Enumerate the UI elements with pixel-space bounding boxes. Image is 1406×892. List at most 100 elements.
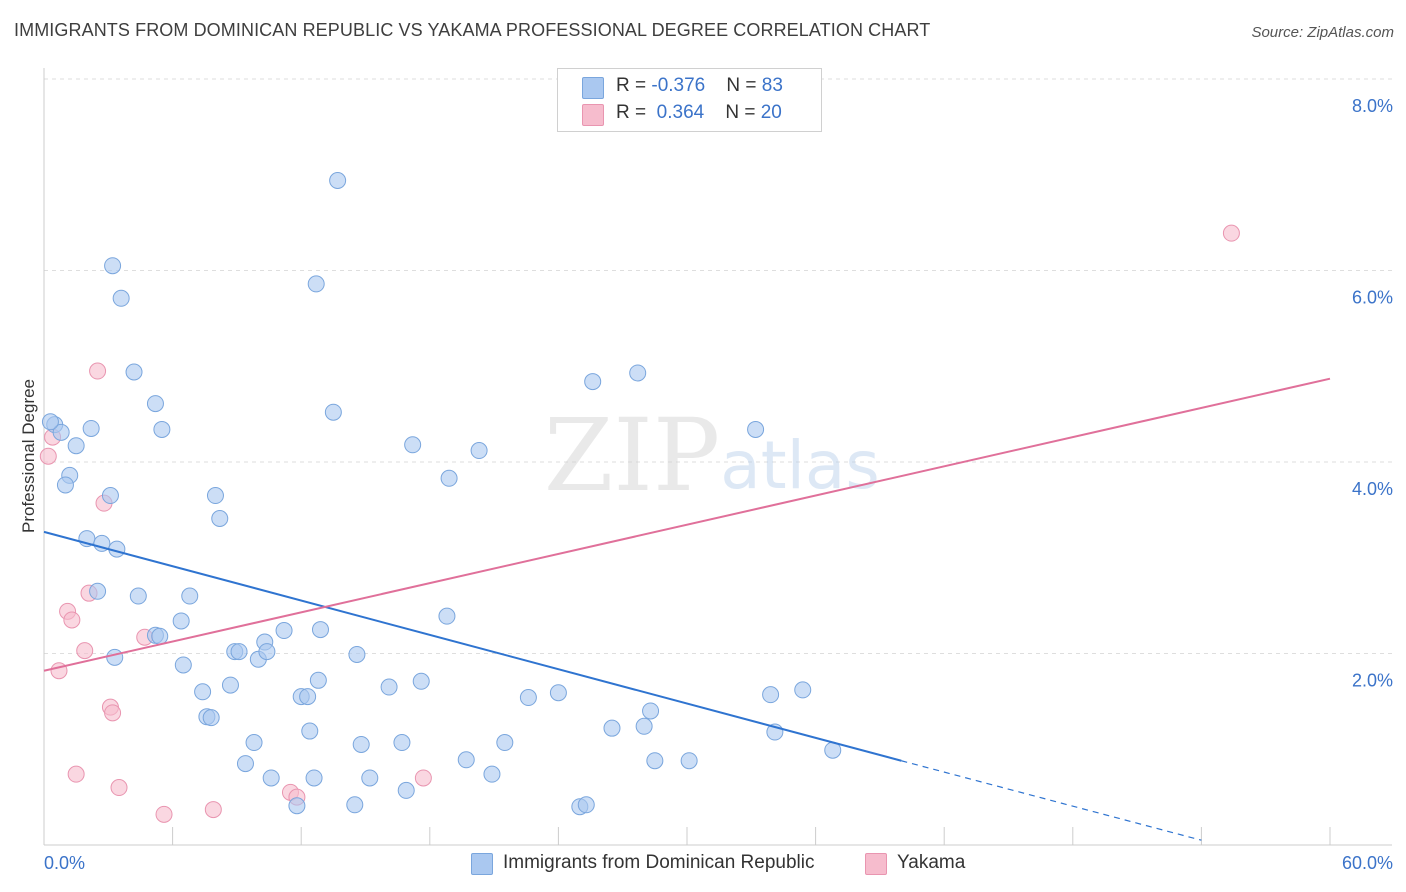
- yakama-point: [67, 765, 85, 783]
- dominican-point: [397, 781, 415, 799]
- dominican-point: [646, 752, 664, 770]
- dominican-point: [470, 442, 488, 460]
- source-label: Source: ZipAtlas.com: [1251, 24, 1394, 41]
- dominican-point: [275, 622, 293, 640]
- y-axis-label: Professional Degree: [19, 379, 38, 533]
- yakama-trend-line: [43, 377, 1331, 672]
- gridlines: 2.0% 4.0% 6.0% 8.0%: [44, 78, 1393, 691]
- dominican-point: [305, 769, 323, 787]
- dominican-point: [41, 413, 59, 431]
- yakama-point: [155, 805, 173, 823]
- watermark: ZIP atlas: [544, 397, 880, 514]
- dominican-point: [329, 171, 347, 189]
- bottom-legend-label-yakama: Yakama: [897, 852, 966, 873]
- series-dominican-points: [41, 171, 842, 816]
- dominican-point: [629, 364, 647, 382]
- dominican-point: [236, 755, 254, 773]
- legend-r-value: 0.364: [651, 102, 705, 123]
- dominican-point: [324, 403, 342, 421]
- dominican-point: [194, 683, 212, 701]
- dominican-point: [89, 582, 107, 600]
- series-yakama-points: [39, 224, 1240, 823]
- yakama-point: [76, 642, 94, 660]
- dominican-point: [483, 765, 501, 783]
- dominican-point: [67, 437, 85, 455]
- chart-title: IMMIGRANTS FROM DOMINICAN REPUBLIC VS YA…: [14, 20, 931, 40]
- dominican-point: [438, 607, 456, 625]
- x-tick-label-max: 60.0%: [1342, 853, 1393, 873]
- dominican-point: [104, 257, 122, 275]
- dominican-point: [794, 681, 812, 699]
- legend-n-label: N =: [726, 75, 762, 96]
- dominican-point: [680, 752, 698, 770]
- dominican-point: [112, 289, 130, 307]
- dominican-point: [101, 487, 119, 505]
- dominican-point: [82, 419, 100, 437]
- dominican-point: [457, 751, 475, 769]
- yakama-point: [89, 362, 107, 380]
- dominican-point: [549, 684, 567, 702]
- dominican-point: [230, 643, 248, 661]
- dominican-point: [348, 645, 366, 663]
- dominican-point: [380, 678, 398, 696]
- dominican-point: [301, 722, 319, 740]
- dominican-point: [309, 671, 327, 689]
- watermark-atlas: atlas: [720, 427, 880, 504]
- legend-n-value: 20: [760, 102, 782, 123]
- yakama-point: [1222, 224, 1240, 242]
- legend-n-label: N =: [725, 102, 761, 123]
- dominican-point: [206, 487, 224, 505]
- dominican-trend-line: [43, 530, 902, 762]
- y-tick-label: 6.0%: [1352, 288, 1393, 308]
- dominican-point: [584, 373, 602, 391]
- correlation-legend: R = -0.376 N = 83 R = 0.364 N = 20: [557, 68, 822, 132]
- dominican-point: [202, 709, 220, 727]
- dominican-point: [125, 363, 143, 381]
- bottom-legend-swatch-blue: [471, 853, 493, 875]
- dominican-point: [440, 469, 458, 487]
- yakama-point: [414, 769, 432, 787]
- dominican-point: [603, 719, 621, 737]
- dominican-point: [299, 688, 317, 706]
- yakama-point: [110, 779, 128, 797]
- y-tick-label: 8.0%: [1352, 96, 1393, 116]
- dominican-point: [52, 423, 70, 441]
- y-tick-label: 4.0%: [1352, 479, 1393, 499]
- yakama-point: [104, 704, 122, 722]
- dominican-point: [153, 420, 171, 438]
- dominican-point: [519, 689, 537, 707]
- dominican-point: [172, 612, 190, 630]
- dominican-point: [747, 420, 765, 438]
- dominican-point: [311, 621, 329, 639]
- dominican-point: [352, 735, 370, 753]
- legend-r-label: R =: [616, 75, 652, 96]
- dominican-point: [635, 717, 653, 735]
- dominican-point: [762, 686, 780, 704]
- dominican-point: [307, 275, 325, 293]
- dominican-point: [174, 656, 192, 674]
- x-tick-label-min: 0.0%: [44, 853, 85, 873]
- legend-swatch-pink: [582, 104, 604, 126]
- legend-swatch-blue: [582, 77, 604, 99]
- bottom-legend-swatch-pink: [865, 853, 887, 875]
- dominican-point: [258, 643, 276, 661]
- dominican-point: [577, 796, 595, 814]
- dominican-point: [393, 734, 411, 752]
- dominican-point: [211, 509, 229, 527]
- trend-lines: [43, 377, 1331, 841]
- watermark-zip: ZIP: [544, 397, 720, 514]
- dominican-point: [151, 627, 169, 645]
- dominican-point: [642, 702, 660, 720]
- legend-r-label: R =: [616, 102, 652, 123]
- dominican-point: [412, 672, 430, 690]
- dominican-point: [262, 769, 280, 787]
- legend-n-value: 83: [761, 75, 783, 96]
- dominican-point: [404, 436, 422, 454]
- dominican-point: [361, 769, 379, 787]
- dominican-point: [106, 648, 124, 666]
- yakama-point: [63, 611, 81, 629]
- yakama-point: [39, 447, 57, 465]
- dominican-point: [496, 734, 514, 752]
- dominican-point: [56, 476, 74, 494]
